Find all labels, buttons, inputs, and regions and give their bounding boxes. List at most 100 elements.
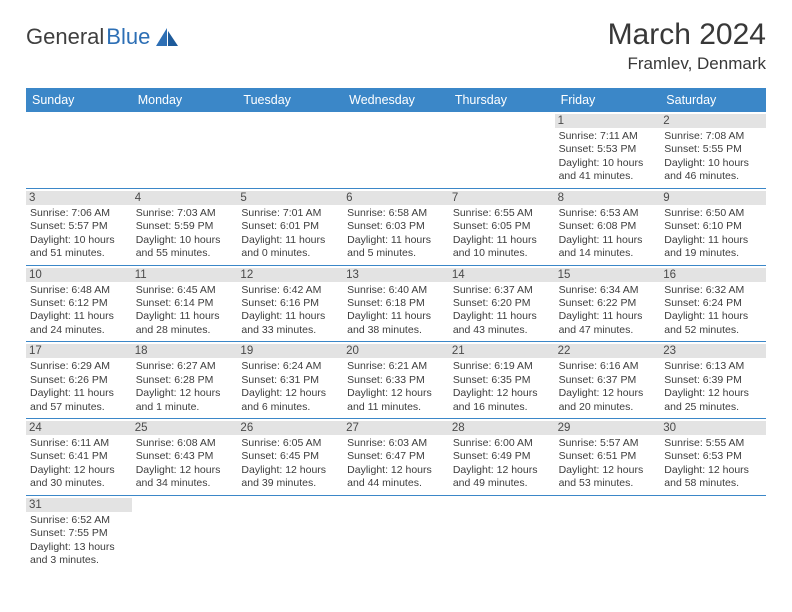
- day-info: Sunrise: 7:06 AMSunset: 5:57 PMDaylight:…: [30, 207, 128, 261]
- day-number: 15: [555, 268, 661, 282]
- logo-text-general: General: [26, 24, 104, 50]
- day-cell-empty: [132, 496, 238, 572]
- day-header-row: SundayMondayTuesdayWednesdayThursdayFrid…: [26, 88, 766, 112]
- day-info: Sunrise: 6:21 AMSunset: 6:33 PMDaylight:…: [347, 360, 445, 414]
- day-cell-empty: [26, 112, 132, 189]
- week-row: 31 Sunrise: 6:52 AMSunset: 7:55 PMDayligh…: [26, 496, 766, 572]
- day-cell: 2 Sunrise: 7:08 AMSunset: 5:55 PMDaylight…: [660, 112, 766, 189]
- weeks-container: 1Sunrise: 7:11 AMSunset: 5:53 PMDaylight…: [26, 112, 766, 572]
- day-cell: 4Sunrise: 7:03 AMSunset: 5:59 PMDaylight…: [132, 189, 238, 266]
- day-info: Sunrise: 6:53 AMSunset: 6:08 PMDaylight:…: [559, 207, 657, 261]
- day-cell-empty: [555, 496, 661, 572]
- day-info: Sunrise: 6:00 AMSunset: 6:49 PMDaylight:…: [453, 437, 551, 491]
- day-cell: 23 Sunrise: 6:13 AMSunset: 6:39 PMDayligh…: [660, 342, 766, 419]
- day-cell: 6 Sunrise: 6:58 AMSunset: 6:03 PMDaylight…: [343, 189, 449, 266]
- day-cell: 31 Sunrise: 6:52 AMSunset: 7:55 PMDayligh…: [26, 496, 132, 572]
- day-info: Sunrise: 6:05 AMSunset: 6:45 PMDaylight:…: [241, 437, 339, 491]
- day-number: 21: [449, 344, 555, 358]
- day-info: Sunrise: 6:58 AMSunset: 6:03 PMDaylight:…: [347, 207, 445, 261]
- location: Framlev, Denmark: [608, 54, 766, 74]
- day-number: 18: [132, 344, 238, 358]
- day-cell: 26Sunrise: 6:05 AMSunset: 6:45 PMDayligh…: [237, 419, 343, 496]
- day-info: Sunrise: 7:03 AMSunset: 5:59 PMDaylight:…: [136, 207, 234, 261]
- day-header: Monday: [132, 88, 238, 112]
- day-info: Sunrise: 6:19 AMSunset: 6:35 PMDaylight:…: [453, 360, 551, 414]
- day-info: Sunrise: 6:48 AMSunset: 6:12 PMDaylight:…: [30, 284, 128, 338]
- day-cell: 12Sunrise: 6:42 AMSunset: 6:16 PMDayligh…: [237, 266, 343, 343]
- day-number: 8: [555, 191, 661, 205]
- day-cell: 7Sunrise: 6:55 AMSunset: 6:05 PMDaylight…: [449, 189, 555, 266]
- day-header: Tuesday: [237, 88, 343, 112]
- week-row: 17Sunrise: 6:29 AMSunset: 6:26 PMDayligh…: [26, 342, 766, 419]
- day-cell: 18 Sunrise: 6:27 AMSunset: 6:28 PMDayligh…: [132, 342, 238, 419]
- day-cell: 20 Sunrise: 6:21 AMSunset: 6:33 PMDayligh…: [343, 342, 449, 419]
- day-info: Sunrise: 6:42 AMSunset: 6:16 PMDaylight:…: [241, 284, 339, 338]
- day-cell: 8 Sunrise: 6:53 AMSunset: 6:08 PMDaylight…: [555, 189, 661, 266]
- day-cell: 14Sunrise: 6:37 AMSunset: 6:20 PMDayligh…: [449, 266, 555, 343]
- day-info: Sunrise: 6:40 AMSunset: 6:18 PMDaylight:…: [347, 284, 445, 338]
- day-cell: 15 Sunrise: 6:34 AMSunset: 6:22 PMDayligh…: [555, 266, 661, 343]
- day-number: 5: [237, 191, 343, 205]
- day-cell: 10 Sunrise: 6:48 AMSunset: 6:12 PMDayligh…: [26, 266, 132, 343]
- day-info: Sunrise: 6:03 AMSunset: 6:47 PMDaylight:…: [347, 437, 445, 491]
- day-cell: 13Sunrise: 6:40 AMSunset: 6:18 PMDayligh…: [343, 266, 449, 343]
- day-number: 28: [449, 421, 555, 435]
- day-info: Sunrise: 6:34 AMSunset: 6:22 PMDaylight:…: [559, 284, 657, 338]
- day-info: Sunrise: 6:52 AMSunset: 7:55 PMDaylight:…: [30, 514, 128, 568]
- day-header: Saturday: [660, 88, 766, 112]
- day-number: 6: [343, 191, 449, 205]
- day-header: Sunday: [26, 88, 132, 112]
- day-number: 29: [555, 421, 661, 435]
- day-cell-empty: [343, 112, 449, 189]
- day-number: 31: [26, 498, 132, 512]
- day-cell: 24Sunrise: 6:11 AMSunset: 6:41 PMDayligh…: [26, 419, 132, 496]
- day-number: 16: [660, 268, 766, 282]
- day-cell: 16Sunrise: 6:32 AMSunset: 6:24 PMDayligh…: [660, 266, 766, 343]
- title-block: March 2024 Framlev, Denmark: [608, 18, 766, 74]
- day-number: 1: [555, 114, 661, 128]
- day-number: 2: [660, 114, 766, 128]
- day-number: 14: [449, 268, 555, 282]
- day-cell-empty: [660, 496, 766, 572]
- day-cell: 1Sunrise: 7:11 AMSunset: 5:53 PMDaylight…: [555, 112, 661, 189]
- day-number: 10: [26, 268, 132, 282]
- day-cell-empty: [343, 496, 449, 572]
- week-row: 3 Sunrise: 7:06 AMSunset: 5:57 PMDaylight…: [26, 189, 766, 266]
- day-number: 7: [449, 191, 555, 205]
- day-cell: 3 Sunrise: 7:06 AMSunset: 5:57 PMDaylight…: [26, 189, 132, 266]
- day-info: Sunrise: 7:08 AMSunset: 5:55 PMDaylight:…: [664, 130, 762, 184]
- day-cell-empty: [449, 112, 555, 189]
- day-number: 22: [555, 344, 661, 358]
- day-info: Sunrise: 7:01 AMSunset: 6:01 PMDaylight:…: [241, 207, 339, 261]
- day-header: Wednesday: [343, 88, 449, 112]
- day-number: 25: [132, 421, 238, 435]
- week-row: 10 Sunrise: 6:48 AMSunset: 6:12 PMDayligh…: [26, 266, 766, 343]
- day-number: 19: [237, 344, 343, 358]
- day-number: 9: [660, 191, 766, 205]
- day-info: Sunrise: 5:55 AMSunset: 6:53 PMDaylight:…: [664, 437, 762, 491]
- day-cell: 27Sunrise: 6:03 AMSunset: 6:47 PMDayligh…: [343, 419, 449, 496]
- day-cell: 21 Sunrise: 6:19 AMSunset: 6:35 PMDayligh…: [449, 342, 555, 419]
- day-cell-empty: [237, 496, 343, 572]
- day-number: 3: [26, 191, 132, 205]
- logo-text-blue: Blue: [106, 24, 150, 50]
- day-number: 30: [660, 421, 766, 435]
- day-cell: 11Sunrise: 6:45 AMSunset: 6:14 PMDayligh…: [132, 266, 238, 343]
- day-cell: 30 Sunrise: 5:55 AMSunset: 6:53 PMDayligh…: [660, 419, 766, 496]
- day-cell: 9 Sunrise: 6:50 AMSunset: 6:10 PMDaylight…: [660, 189, 766, 266]
- day-info: Sunrise: 6:11 AMSunset: 6:41 PMDaylight:…: [30, 437, 128, 491]
- week-row: 1Sunrise: 7:11 AMSunset: 5:53 PMDaylight…: [26, 112, 766, 189]
- day-cell: 5 Sunrise: 7:01 AMSunset: 6:01 PMDaylight…: [237, 189, 343, 266]
- day-number: 23: [660, 344, 766, 358]
- logo: General Blue: [26, 24, 180, 50]
- day-header: Thursday: [449, 88, 555, 112]
- header: General Blue March 2024 Framlev, Denmark: [0, 0, 792, 82]
- day-info: Sunrise: 6:16 AMSunset: 6:37 PMDaylight:…: [559, 360, 657, 414]
- day-info: Sunrise: 6:13 AMSunset: 6:39 PMDaylight:…: [664, 360, 762, 414]
- day-cell: 22 Sunrise: 6:16 AMSunset: 6:37 PMDayligh…: [555, 342, 661, 419]
- day-info: Sunrise: 6:27 AMSunset: 6:28 PMDaylight:…: [136, 360, 234, 414]
- day-info: Sunrise: 5:57 AMSunset: 6:51 PMDaylight:…: [559, 437, 657, 491]
- day-number: 20: [343, 344, 449, 358]
- day-info: Sunrise: 6:50 AMSunset: 6:10 PMDaylight:…: [664, 207, 762, 261]
- day-cell: 17Sunrise: 6:29 AMSunset: 6:26 PMDayligh…: [26, 342, 132, 419]
